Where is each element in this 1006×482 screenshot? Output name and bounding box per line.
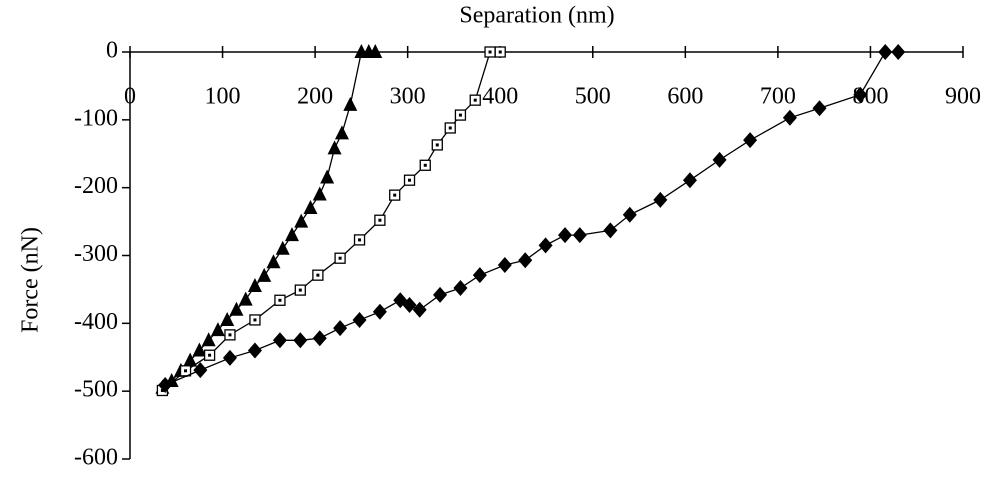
point bbox=[247, 342, 262, 359]
x-tick-label: 300 bbox=[390, 84, 426, 110]
point bbox=[272, 332, 287, 349]
point bbox=[222, 349, 237, 366]
point bbox=[192, 342, 207, 357]
point-dot bbox=[498, 50, 502, 54]
point bbox=[558, 227, 573, 244]
point bbox=[497, 256, 512, 273]
point bbox=[247, 278, 262, 293]
point bbox=[193, 362, 208, 379]
y-axis-label: Force (nN) bbox=[18, 227, 44, 333]
point bbox=[238, 291, 253, 306]
point bbox=[320, 169, 335, 184]
point-dot bbox=[278, 298, 282, 302]
x-tick-label: 100 bbox=[205, 84, 241, 110]
point bbox=[275, 240, 290, 255]
point bbox=[312, 330, 327, 347]
point bbox=[312, 186, 327, 201]
point bbox=[472, 267, 487, 284]
point bbox=[412, 301, 427, 318]
x-tick-label: 400 bbox=[482, 84, 518, 110]
point bbox=[352, 311, 367, 328]
y-tick-label: -300 bbox=[74, 241, 118, 267]
point bbox=[327, 140, 342, 155]
point bbox=[220, 311, 235, 326]
point bbox=[368, 44, 383, 58]
x-tick-label: 900 bbox=[945, 84, 981, 110]
point-dot bbox=[423, 163, 427, 167]
point-dot bbox=[458, 113, 462, 117]
point bbox=[334, 125, 349, 140]
point-dot bbox=[228, 333, 232, 337]
point bbox=[712, 151, 727, 168]
point bbox=[333, 320, 348, 337]
x-tick-label: 200 bbox=[297, 84, 333, 110]
point-dot bbox=[378, 218, 382, 222]
y-tick-label: 0 bbox=[106, 38, 118, 64]
y-tick-label: -100 bbox=[74, 105, 118, 131]
x-tick-label: 0 bbox=[124, 84, 136, 110]
point bbox=[853, 86, 868, 103]
point bbox=[878, 44, 893, 60]
point bbox=[622, 206, 637, 223]
point bbox=[372, 303, 387, 320]
point bbox=[293, 332, 308, 349]
point bbox=[257, 267, 272, 282]
point bbox=[343, 96, 358, 111]
point bbox=[402, 297, 417, 314]
x-tick-label: 500 bbox=[575, 84, 611, 110]
y-tick-label: -600 bbox=[74, 445, 118, 471]
point bbox=[294, 213, 309, 228]
y-tick-label: -200 bbox=[74, 173, 118, 199]
point bbox=[303, 200, 318, 215]
point-dot bbox=[358, 238, 362, 242]
point-dot bbox=[473, 98, 477, 102]
point-dot bbox=[448, 126, 452, 130]
point-dot bbox=[408, 178, 412, 182]
point bbox=[266, 254, 281, 269]
y-tick-label: -400 bbox=[74, 309, 118, 335]
point bbox=[210, 322, 225, 337]
x-tick-label: 700 bbox=[760, 84, 796, 110]
point bbox=[183, 352, 198, 367]
point-dot bbox=[298, 288, 302, 292]
point bbox=[158, 377, 173, 394]
point-dot bbox=[160, 388, 164, 392]
point-dot bbox=[488, 50, 492, 54]
point bbox=[538, 237, 553, 254]
point bbox=[653, 191, 668, 208]
x-tick-label: 600 bbox=[667, 84, 703, 110]
point-dot bbox=[316, 273, 320, 277]
point bbox=[891, 44, 906, 60]
point bbox=[572, 227, 587, 244]
point-dot bbox=[208, 353, 212, 357]
point bbox=[812, 100, 827, 117]
chart-title: Separation (nm) bbox=[459, 3, 614, 29]
point-dot bbox=[435, 143, 439, 147]
y-tick-label: -500 bbox=[74, 377, 118, 403]
point bbox=[229, 301, 244, 316]
point-dot bbox=[184, 369, 188, 373]
point bbox=[284, 227, 299, 242]
point bbox=[433, 286, 448, 303]
point-dot bbox=[253, 318, 257, 322]
point-dot bbox=[393, 193, 397, 197]
point bbox=[453, 280, 468, 297]
point bbox=[603, 222, 618, 239]
point bbox=[518, 252, 533, 269]
point bbox=[201, 332, 216, 347]
point bbox=[682, 172, 697, 189]
point bbox=[782, 109, 797, 126]
series-line bbox=[162, 51, 376, 389]
point-dot bbox=[338, 256, 342, 260]
point bbox=[743, 132, 758, 149]
